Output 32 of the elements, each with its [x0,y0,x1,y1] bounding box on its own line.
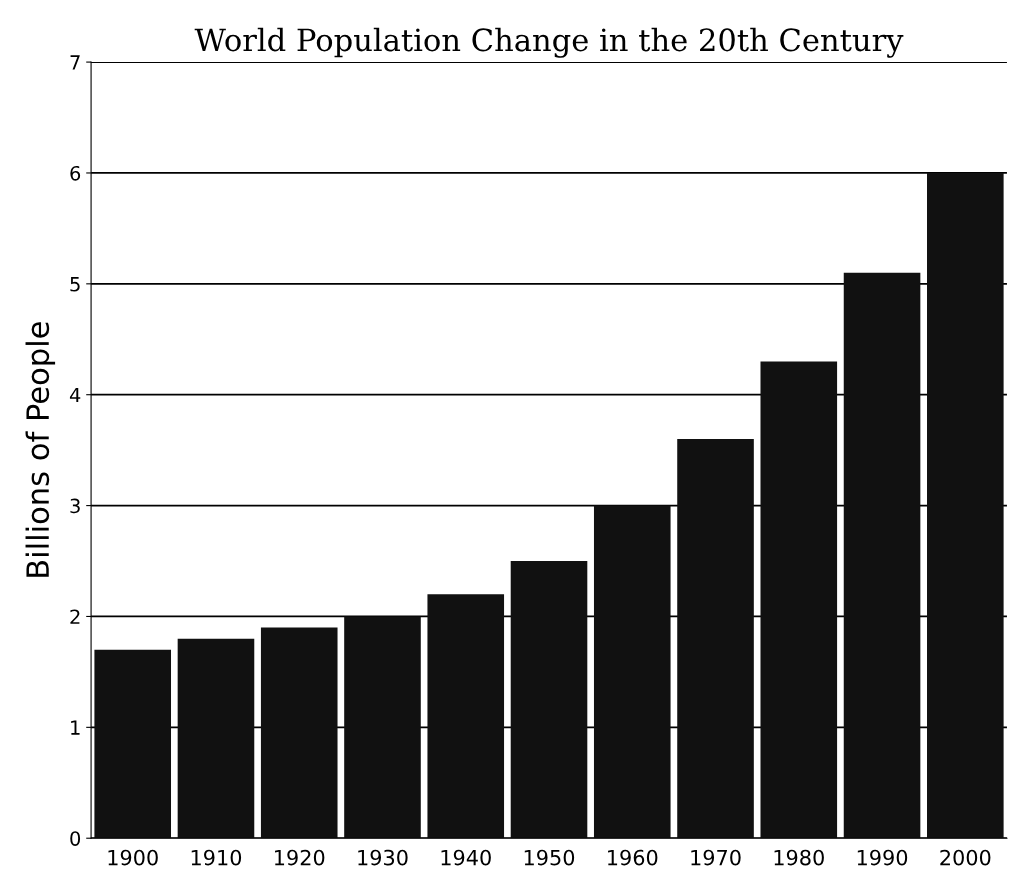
bar [760,361,838,839]
bar [927,172,1004,839]
y-tick-label: 1 [71,720,80,735]
bar [843,272,921,839]
bar [177,638,255,839]
bar [593,505,671,839]
x-tick-label: 1910 [191,849,242,866]
x-tick-label: 1970 [691,849,741,866]
x-tick-label: 1930 [358,849,408,866]
bar [344,616,421,839]
x-tick-label: 1900 [108,849,158,866]
y-tick-label: 0 [70,831,81,846]
bar [427,594,505,839]
x-tick-label: 1990 [857,849,908,866]
y-tick-label: 4 [69,387,81,403]
bar [677,439,754,839]
bar [510,561,588,839]
x-tick-label: 1960 [608,849,658,866]
bar [94,649,172,839]
y-axis-title: Billions of People [25,322,56,577]
y-tick-label: 3 [70,498,80,514]
bar [260,627,338,839]
y-tick-label: 7 [70,55,80,70]
y-tick-label: 6 [70,165,81,181]
x-tick-label: 2000 [940,849,991,866]
chart-title: World Population Change in the 20th Century [194,27,904,58]
x-tick-label: 1920 [275,849,325,866]
x-tick-label: 1940 [441,849,491,866]
x-tick-label: 1950 [524,849,575,866]
y-tick-label: 2 [70,609,80,624]
x-tick-label: 1980 [774,849,824,866]
y-tick-label: 5 [70,277,80,292]
